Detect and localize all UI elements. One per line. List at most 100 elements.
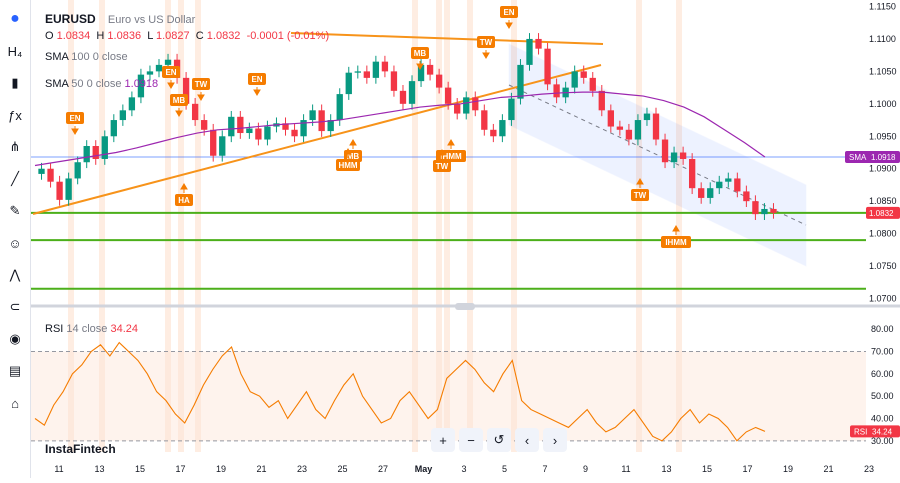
lines-icon[interactable]: ╱ (11, 171, 19, 186)
h4-icon[interactable]: H₄ (7, 43, 23, 59)
annotation-label-0: EN (69, 114, 80, 123)
scroll-right-button[interactable]: › (543, 428, 567, 452)
event-highlight-1 (99, 0, 105, 452)
candle-body-42 (417, 64, 425, 82)
rsi-axis-tick-3: 50.00 (871, 391, 894, 401)
event-highlight-2 (165, 0, 171, 452)
pattern-icon[interactable]: ⋀ (9, 267, 21, 282)
close-label: C (195, 30, 204, 42)
annotation-label-14: IHMM (665, 238, 687, 247)
time-axis-tick-2: 15 (135, 464, 145, 474)
time-axis-tick-4: 19 (216, 464, 226, 474)
event-highlight-6 (436, 0, 442, 452)
alerts-icon[interactable]: ▤ (8, 363, 22, 378)
rsi-legend[interactable]: RSI 14 close 34.24 (45, 323, 138, 335)
candle-body-7 (101, 136, 108, 159)
candle-body-79 (752, 201, 759, 215)
candle-body-24 (255, 128, 262, 140)
sma50-legend[interactable]: SMA 50 0 close 1.0918 (45, 78, 158, 90)
event-highlight-9 (511, 0, 517, 452)
annotation-label-3: TW (195, 80, 208, 89)
rsi-label: RSI (45, 323, 64, 335)
open-value: 1.0834 (56, 30, 91, 42)
chart-area[interactable]: 1.1150 1.1100 1.1050 1.1000 1.0950 1.0900 1.08… (31, 0, 900, 478)
sma50-params: 50 0 close (71, 78, 122, 90)
candle-body-66 (634, 120, 642, 140)
open-label: O (45, 30, 54, 42)
candle-body-31 (318, 110, 325, 132)
candle-body-59 (571, 71, 578, 88)
annotation-badge-5 (175, 194, 193, 206)
candle-body-0 (38, 168, 45, 174)
candle-body-19 (210, 129, 217, 156)
candle-body-60 (580, 71, 587, 78)
price-axis-tick-1: 1.1100 (869, 34, 896, 44)
time-axis-tick-18: 19 (783, 464, 793, 474)
nodes-icon[interactable]: ⋔ (9, 139, 21, 154)
annotation-arrow-6 (416, 61, 424, 70)
price-axis-tick-4: 1.0950 (869, 131, 897, 141)
candle-body-17 (191, 103, 199, 121)
candle-body-46 (454, 103, 461, 114)
rsi-axis-tick-4: 40.00 (871, 414, 894, 424)
candle-body-25 (264, 126, 271, 140)
candle-body-5 (83, 146, 90, 163)
rsi-value: 34.24 (110, 323, 138, 335)
annotation-badge-6 (411, 47, 429, 59)
high-label: H (96, 30, 105, 42)
rsi-axis-tick-2: 60.00 (871, 369, 894, 379)
sma-tag-label: SMA (849, 153, 867, 162)
resistance-trendline (290, 32, 604, 45)
sma100-legend[interactable]: SMA 100 0 close (45, 51, 128, 63)
sma-line (34, 91, 766, 167)
time-axis-tick-15: 13 (661, 464, 671, 474)
candle-body-38 (381, 61, 389, 72)
candle-body-76 (725, 178, 732, 182)
fx-icon[interactable]: ƒx (8, 107, 22, 123)
annotation-arrow-2 (175, 108, 183, 117)
candle-body-67 (643, 113, 651, 121)
logo-icon[interactable]: ● (10, 10, 20, 27)
candle-body-9 (119, 110, 127, 121)
annotation-label-6: MB (414, 49, 427, 58)
annotation-arrow-7 (349, 139, 357, 149)
candle-body-63 (607, 110, 614, 127)
candle-body-10 (128, 97, 136, 111)
lock-icon[interactable]: ⌂ (11, 395, 19, 411)
time-axis-tick-13: 9 (583, 464, 588, 474)
annotation-arrow-1 (167, 80, 175, 89)
annotation-badge-1 (162, 66, 180, 78)
smile-icon[interactable]: ☺ (8, 235, 22, 251)
annotation-badge-8 (336, 159, 360, 171)
time-axis-tick-8: 27 (378, 464, 388, 474)
candle-body-69 (661, 139, 669, 163)
reset-button[interactable]: ↺ (487, 428, 511, 452)
time-axis-tick-12: 7 (542, 464, 547, 474)
magnet-icon[interactable]: ⊂ (9, 299, 21, 314)
annotation-badge-13 (631, 189, 649, 201)
annotation-label-10: TW (436, 162, 449, 171)
candle-body-37 (372, 61, 380, 78)
sma50-value: 1.0918 (124, 78, 159, 90)
support-trendline (32, 64, 602, 215)
price-chart[interactable]: 1.1150 1.1100 1.1050 1.1000 1.0950 1.0900 1.08… (31, 0, 900, 478)
zoom-out-button[interactable]: − (459, 428, 483, 452)
scroll-left-button[interactable]: ‹ (515, 428, 539, 452)
price-axis-tick-7: 1.0800 (869, 229, 897, 239)
event-highlight-10 (636, 0, 642, 452)
event-highlight-4 (195, 0, 201, 452)
candle-body-39 (390, 71, 398, 91)
candle-body-48 (472, 97, 479, 111)
candle-body-73 (698, 188, 705, 198)
candle-body-22 (237, 116, 244, 134)
time-axis-tick-3: 17 (175, 464, 185, 474)
eye-icon[interactable]: ◉ (9, 331, 21, 346)
brush-icon[interactable]: ✎ (9, 203, 21, 218)
candle-body-1 (47, 168, 54, 182)
zoom-in-button[interactable]: + (431, 428, 455, 452)
annotation-arrow-10 (438, 149, 446, 159)
event-highlight-8 (467, 0, 473, 452)
last-price-value: 1.0832 (869, 209, 894, 218)
candles-icon[interactable]: ▮ (11, 75, 19, 90)
candle-body-21 (228, 116, 235, 137)
